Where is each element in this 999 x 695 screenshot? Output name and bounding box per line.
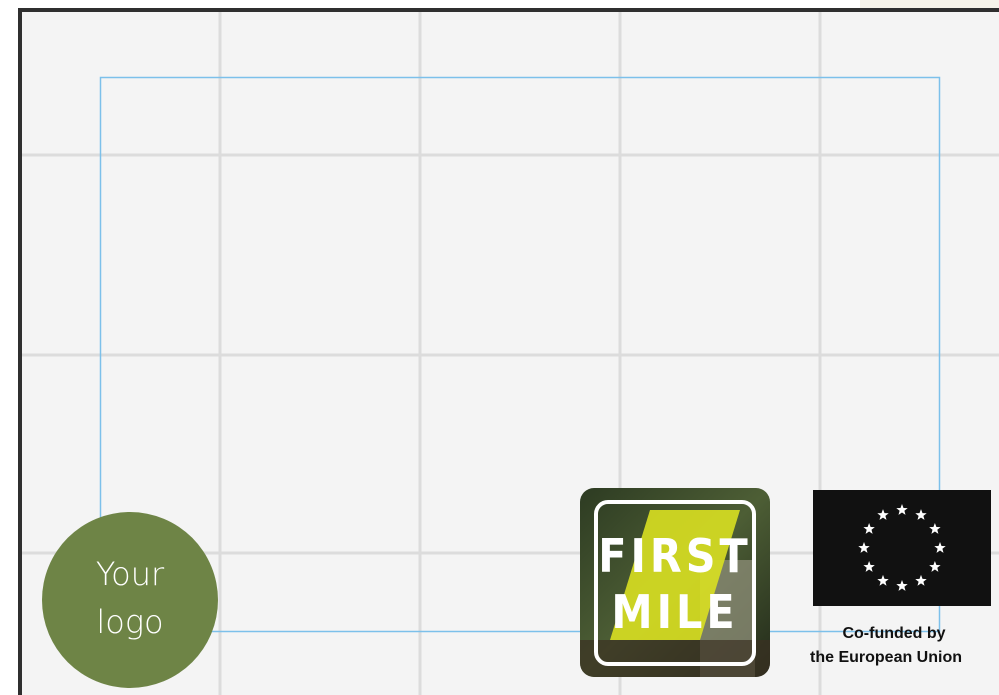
- eu-star: [934, 542, 946, 553]
- eu-star: [929, 523, 941, 534]
- eu-star: [877, 574, 889, 586]
- eu-caption: Co-funded by: [842, 625, 945, 642]
- eu-caption: the European Union: [810, 649, 962, 666]
- eu-star: [858, 542, 870, 553]
- logo-text: Your: [96, 555, 165, 593]
- eu-star: [929, 561, 941, 572]
- logo-circle: [42, 512, 218, 688]
- eu-logo[interactable]: Co-funded by the European Union: [810, 490, 991, 666]
- logo-wordmark: FIRST: [598, 529, 752, 583]
- logo-placeholder[interactable]: Your logo: [42, 512, 218, 688]
- corner-shade: [860, 0, 999, 10]
- eu-star: [896, 580, 908, 591]
- photo-ground: [580, 640, 770, 677]
- logo-wordmark: MILE: [611, 585, 738, 639]
- eu-star: [915, 509, 927, 520]
- logo-border: [594, 500, 756, 666]
- eu-star: [877, 509, 889, 520]
- logo-text: logo: [96, 603, 163, 641]
- logo-shape: [610, 510, 740, 640]
- eu-stars: [858, 504, 946, 591]
- safe-area-guide: [99, 76, 941, 633]
- first-mile-logo[interactable]: FIRST MILE: [580, 488, 770, 677]
- eu-star: [896, 504, 908, 515]
- eu-star: [863, 561, 875, 572]
- eu-star: [915, 574, 927, 586]
- eu-star: [863, 523, 875, 534]
